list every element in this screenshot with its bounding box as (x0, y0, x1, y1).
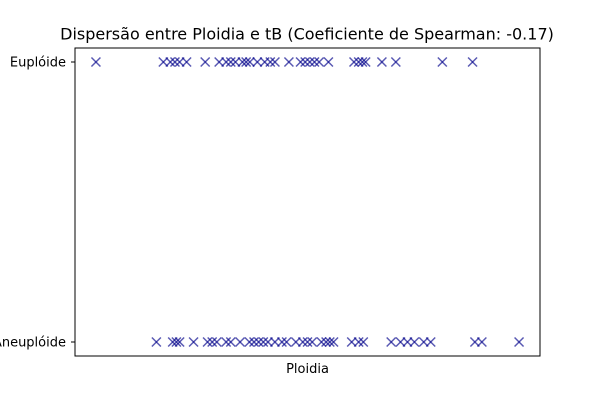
data-point-19 (295, 56, 306, 68)
data-point-30 (390, 56, 401, 68)
data-point-43 (235, 336, 246, 348)
data-point-56 (316, 336, 327, 348)
data-point-61 (353, 336, 364, 348)
y-axis: Aneuplóide Euplóide (0, 56, 75, 351)
data-point-28 (360, 56, 371, 68)
data-point-9 (225, 56, 236, 68)
data-point-70 (476, 336, 487, 348)
data-point-23 (314, 56, 325, 68)
y-tick-label-0: Aneuplóide (0, 336, 66, 351)
data-point-22 (309, 56, 320, 68)
data-point-2 (165, 56, 176, 68)
data-point-40 (211, 336, 222, 348)
data-point-44 (244, 336, 255, 348)
data-point-66 (409, 336, 420, 348)
data-point-33 (151, 336, 162, 348)
data-point-38 (202, 336, 213, 348)
data-point-11 (237, 56, 248, 68)
data-point-57 (321, 336, 332, 348)
data-point-45 (248, 336, 260, 348)
data-point-24 (323, 56, 334, 68)
plot-frame (74, 47, 541, 357)
data-point-42 (225, 336, 236, 348)
data-point-5 (181, 56, 192, 68)
data-point-31 (437, 56, 448, 68)
data-point-68 (425, 336, 436, 348)
data-point-36 (174, 336, 185, 348)
data-point-54 (302, 336, 313, 348)
data-point-39 (207, 336, 218, 348)
data-point-13 (244, 56, 255, 68)
data-point-3 (169, 56, 181, 68)
data-point-41 (221, 336, 232, 348)
data-point-53 (297, 336, 308, 348)
data-point-62 (358, 336, 369, 348)
scatter-markers (90, 56, 525, 348)
data-point-25 (348, 56, 360, 68)
data-point-18 (283, 56, 294, 68)
data-point-35 (171, 336, 182, 348)
y-tick-label-1: Euplóide (10, 56, 66, 71)
data-point-55 (307, 336, 318, 348)
data-point-37 (188, 336, 199, 348)
data-point-71 (514, 336, 525, 348)
data-point-27 (357, 56, 368, 68)
data-point-8 (221, 56, 232, 68)
x-axis-label: Ploidia (286, 362, 329, 377)
data-point-6 (200, 56, 211, 68)
data-point-16 (265, 56, 276, 68)
chart-title: Dispersão entre Ploidia e tB (Coeficient… (60, 25, 554, 44)
data-point-12 (241, 56, 252, 68)
data-point-20 (300, 56, 311, 68)
plot-area (74, 47, 541, 357)
data-point-29 (376, 56, 387, 68)
data-point-63 (386, 336, 397, 348)
data-point-21 (304, 56, 315, 68)
data-point-46 (253, 336, 264, 348)
data-point-32 (467, 56, 478, 68)
data-point-14 (252, 56, 263, 68)
data-point-58 (324, 336, 335, 348)
data-point-17 (269, 56, 280, 68)
data-point-47 (258, 336, 269, 348)
data-point-59 (328, 336, 339, 348)
data-point-0 (90, 56, 101, 68)
data-point-51 (281, 336, 292, 348)
data-point-50 (276, 336, 287, 348)
